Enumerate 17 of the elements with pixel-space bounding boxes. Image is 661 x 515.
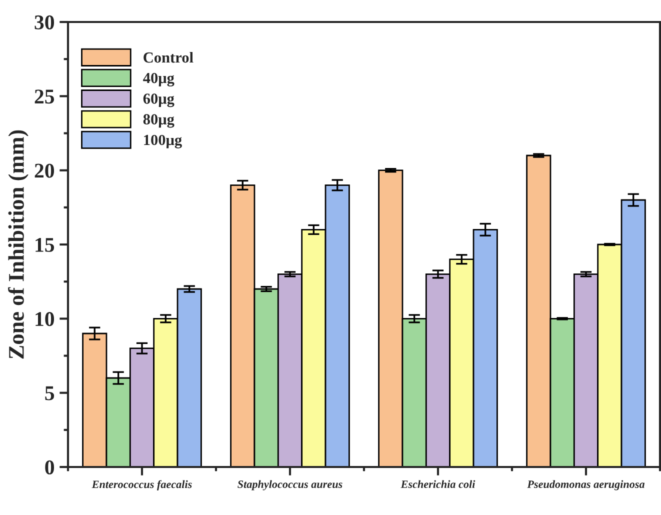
legend-label: 80μg <box>143 114 174 128</box>
x-tick-label: Staphylococcus aureus <box>238 480 342 490</box>
x-tick-label: Escherichia coli <box>400 480 476 488</box>
y-tick-label: 20 <box>34 164 54 178</box>
legend-label: 40μg <box>143 72 174 86</box>
y-axis-title: Zone of Inhibition (mm) <box>8 130 28 359</box>
y-tick-label: 30 <box>34 15 54 30</box>
y-tick-label: 10 <box>36 312 54 326</box>
y-tick-label: 5 <box>45 386 54 400</box>
y-tick-label: 15 <box>36 238 54 252</box>
legend-label: Control <box>144 52 194 63</box>
y-tick-label: 25 <box>34 90 54 104</box>
x-tick-label: Enterococcus faecalis <box>92 480 192 490</box>
legend-label: 100μg <box>144 134 182 148</box>
y-tick-label: 0 <box>45 460 54 474</box>
legend-label: 60μg <box>143 94 174 108</box>
x-tick-label: Pseudomonas aeruginosa <box>527 480 645 490</box>
